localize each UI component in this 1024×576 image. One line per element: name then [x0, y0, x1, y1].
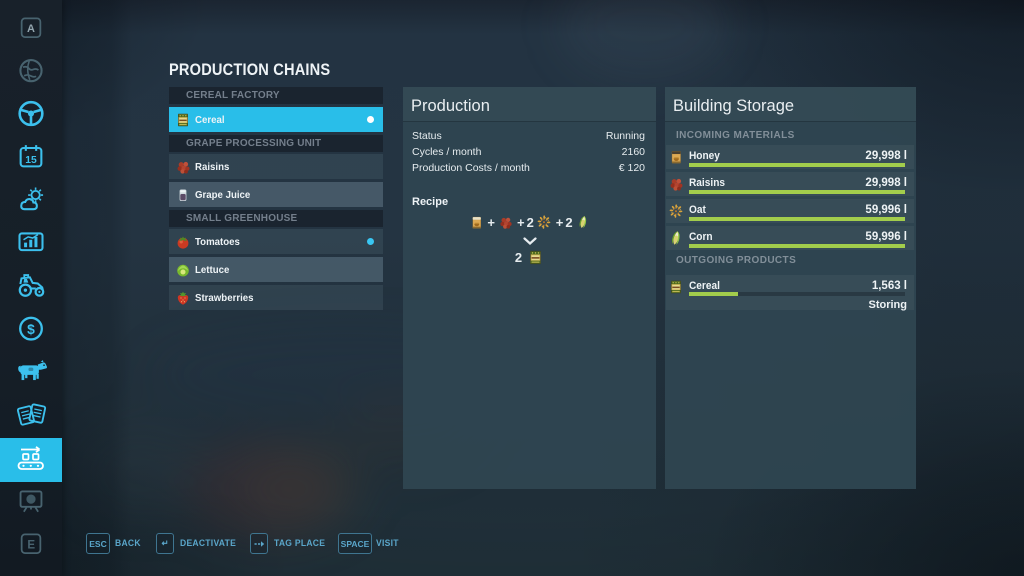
svg-text:A: A	[27, 23, 35, 35]
svg-text:$: $	[27, 321, 35, 336]
svg-text:E: E	[27, 539, 35, 551]
svg-text:15: 15	[25, 154, 37, 165]
